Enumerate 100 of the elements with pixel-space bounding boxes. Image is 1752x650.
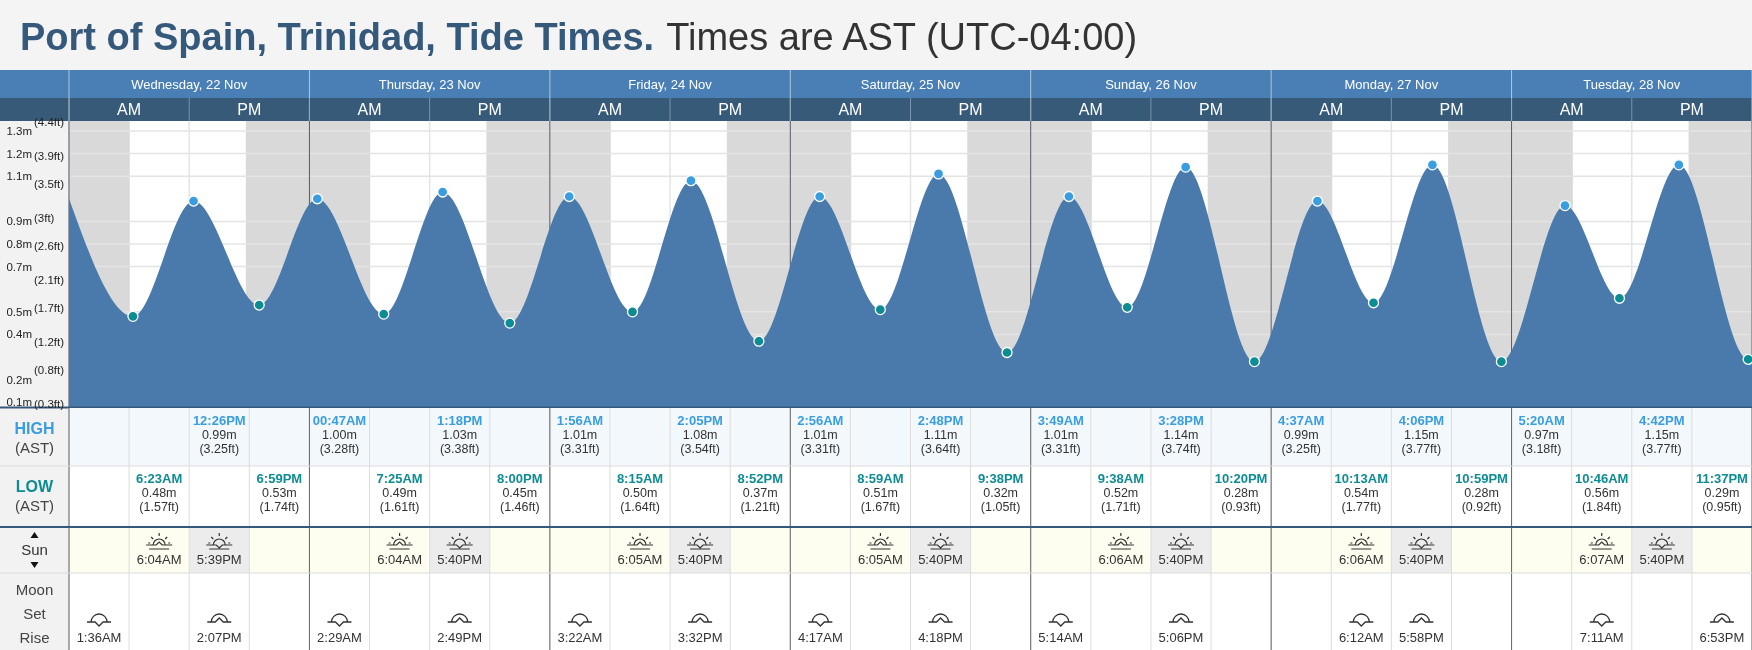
text: PM	[958, 101, 983, 118]
text: 5:20AM 0.97m (3.18ft)	[1518, 413, 1565, 456]
y2-tick-label: (2.6ft)	[34, 239, 65, 252]
y2-tick-label: (3ft)	[34, 212, 55, 225]
text: 2:05PM 1.08m (3.54ft)	[677, 413, 723, 456]
text: 5:40PM	[1639, 552, 1685, 567]
y2-tick-label: (2.1ft)	[34, 274, 65, 287]
text: 3:49AM 1.01m (3.31ft)	[1037, 413, 1084, 456]
text: 9:38PM 0.32m (1.05ft)	[977, 471, 1024, 514]
text: AM	[1319, 101, 1344, 118]
text: 10:46AM 0.56m (1.84ft)	[1575, 471, 1629, 514]
text: AM	[597, 101, 622, 118]
text: 6:04AM	[377, 552, 422, 567]
text: AM	[117, 101, 142, 118]
text: 12:26PM 0.99m (3.25ft)	[192, 413, 246, 456]
x-tick-label: Monday, 27 Nov	[1344, 76, 1439, 92]
y-tick-label: 0.7m	[6, 260, 32, 273]
text: 6:06AM	[1098, 552, 1144, 567]
x-tick-label: Sunday, 26 Nov	[1105, 76, 1198, 92]
text: 2:07PM	[196, 630, 242, 645]
x-tick-label: Wednesday, 22 Nov	[131, 76, 248, 92]
text: Sun	[21, 541, 48, 558]
chart-title: Port of Spain, Trinidad, Tide Times.	[20, 16, 655, 58]
text: Rise	[19, 629, 50, 646]
x-tick-label: Tuesday, 28 Nov	[1583, 76, 1681, 92]
y-tick-label: 0.2m	[6, 373, 32, 386]
text: 1:36AM	[76, 630, 122, 645]
text: 6:07AM	[1579, 552, 1625, 567]
text: PM	[718, 101, 743, 118]
text: LOW (AST)	[14, 478, 55, 514]
y2-tick-label: (1.2ft)	[34, 336, 65, 349]
text: Moon	[15, 581, 54, 598]
x-tick-label: Thursday, 23 Nov	[378, 76, 481, 92]
text: 2:56AM 1.01m (3.31ft)	[797, 413, 844, 456]
text: 4:06PM 1.15m (3.77ft)	[1398, 413, 1445, 456]
text: 00:47AM 1.00m (3.28ft)	[312, 413, 367, 456]
text: 8:15AM 0.50m (1.64ft)	[616, 471, 664, 514]
y-tick-label: 1.2m	[6, 147, 32, 160]
y-tick-label: 0.8m	[6, 237, 32, 250]
text: 10:13AM 0.54m (1.77ft)	[1334, 471, 1389, 514]
text: AM	[1559, 101, 1584, 118]
text: 4:42PM 1.15m (3.77ft)	[1639, 413, 1685, 456]
text: 7:11AM	[1579, 630, 1624, 645]
y-tick-label: 0.1m	[6, 396, 32, 409]
y2-tick-label: (3.5ft)	[34, 177, 65, 190]
text: 11:37PM 0.29m (0.95ft)	[1695, 471, 1748, 514]
text: 6:23AM 0.48m (1.57ft)	[136, 471, 183, 514]
text: 6:06AM	[1338, 552, 1384, 567]
text: 5:40PM	[677, 552, 723, 567]
text: 10:20PM 0.28m (0.93ft)	[1214, 471, 1268, 514]
text: 1:56AM 1.01m (3.31ft)	[556, 413, 604, 456]
text: 2:29AM	[317, 630, 362, 645]
x-tick-label: Friday, 24 Nov	[628, 76, 713, 92]
text: 4:37AM 0.99m (3.25ft)	[1278, 413, 1325, 456]
text: 5:06PM	[1158, 630, 1204, 645]
text: 2:49PM	[437, 630, 483, 645]
text: PM	[477, 101, 502, 118]
text: 5:39PM	[196, 552, 242, 567]
y2-tick-label: (3.9ft)	[34, 150, 65, 163]
text: 9:38AM 0.52m (1.71ft)	[1097, 471, 1144, 514]
text: AM	[838, 101, 863, 118]
y2-tick-label: (1.7ft)	[34, 301, 65, 314]
text: 7:25AM 0.49m (1.61ft)	[376, 471, 423, 514]
text: 3:32PM	[677, 630, 723, 645]
text: 6:59PM 0.53m (1.74ft)	[256, 471, 303, 514]
text: PM	[237, 101, 262, 118]
text: AM	[1078, 101, 1103, 118]
text: 8:59AM 0.51m (1.67ft)	[857, 471, 904, 514]
text: 6:04AM	[136, 552, 182, 567]
text: 8:00PM 0.45m (1.46ft)	[497, 471, 543, 514]
text: 5:40PM	[918, 552, 963, 567]
text: 5:40PM	[437, 552, 483, 567]
text: AM	[357, 101, 382, 118]
text: PM	[1199, 101, 1224, 118]
y-tick-label: 1.3m	[6, 124, 32, 137]
text: 8:52PM 0.37m (1.21ft)	[737, 471, 783, 514]
text: 6:53PM	[1699, 630, 1745, 645]
y-tick-label: 0.4m	[6, 328, 32, 341]
text: 4:17AM	[797, 630, 843, 645]
y-tick-label: 0.9m	[6, 215, 32, 228]
text: 3:28PM 1.14m (3.74ft)	[1158, 413, 1204, 456]
text: 5:14AM	[1038, 630, 1084, 645]
text: 3:22AM	[557, 630, 603, 645]
text: 5:40PM	[1399, 552, 1444, 567]
text: 4:18PM	[918, 630, 963, 645]
text: PM	[1679, 101, 1704, 118]
text: HIGH (AST)	[14, 420, 55, 456]
text: 2:48PM 1.11m (3.64ft)	[917, 413, 964, 456]
text: 5:58PM	[1399, 630, 1444, 645]
y-tick-label: 1.1m	[6, 170, 32, 183]
text: 6:12AM	[1338, 630, 1384, 645]
text: 10:59PM 0.28m (0.92ft)	[1455, 471, 1508, 514]
text: Set	[23, 605, 47, 622]
text: PM	[1439, 101, 1464, 118]
chart-subtitle: Times are AST (UTC-04:00)	[666, 16, 1138, 58]
text: 6:05AM	[858, 552, 903, 567]
text: 1:18PM 1.03m (3.38ft)	[436, 413, 483, 456]
x-tick-label: Saturday, 25 Nov	[860, 76, 961, 92]
text: 5:40PM	[1158, 552, 1204, 567]
y-tick-label: 0.5m	[6, 305, 32, 318]
